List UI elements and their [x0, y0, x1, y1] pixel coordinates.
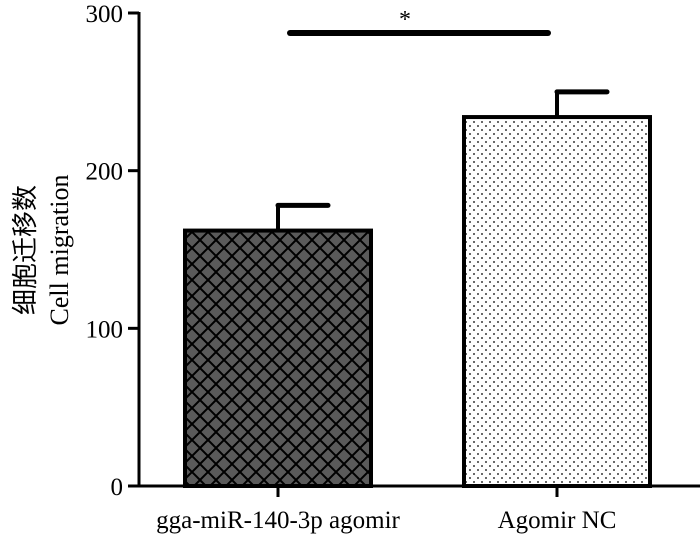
- y-axis-ticks: 0 100 200 300: [86, 1, 139, 501]
- y-tick-label: 300: [86, 1, 124, 28]
- bar: [462, 115, 652, 488]
- category-label: gga-miR-140-3p agomir: [156, 507, 400, 534]
- significance-annotation: *: [287, 7, 551, 36]
- bars: gga-miR-140-3p agomir Agomir NC: [156, 89, 652, 534]
- y-axis-title-cn: 细胞迁移数: [11, 185, 40, 315]
- category-label: Agomir NC: [498, 507, 617, 534]
- y-axis-title: 细胞迁移数 Cell migration: [11, 175, 74, 326]
- y-tick-label: 100: [86, 316, 124, 343]
- significance-label: *: [399, 7, 411, 33]
- y-tick-label: 0: [111, 474, 124, 501]
- y-tick-label: 200: [86, 159, 124, 186]
- bar: [183, 228, 373, 488]
- y-axis-title-en: Cell migration: [45, 175, 74, 326]
